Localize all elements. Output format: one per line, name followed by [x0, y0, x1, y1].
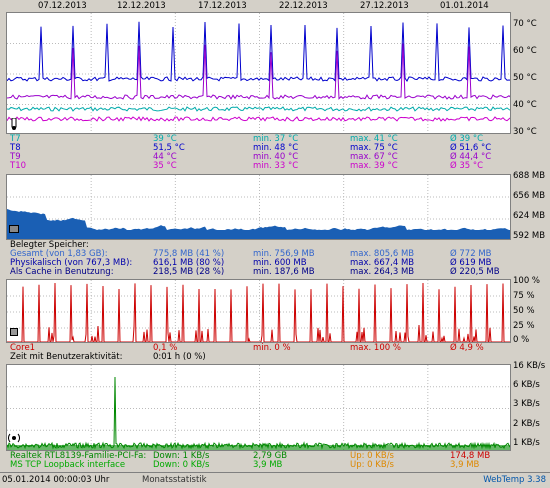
date-label: 01.01.2014 [440, 1, 489, 11]
memory-y-axis: 688 MB 656 MB 624 MB 592 MB [513, 171, 550, 241]
memory-area [7, 208, 510, 239]
tick-label: 75 % [513, 291, 535, 301]
tick-label: 25 % [513, 321, 535, 331]
cpu-y-axis: 100 % 75 % 50 % 25 % 0 % [513, 276, 550, 345]
memory-chip-icon [8, 223, 20, 235]
tick-label: 6 KB/s [513, 380, 540, 390]
tick-label: 3 KB/s [513, 399, 540, 409]
network-plot [6, 364, 511, 451]
tick-label: 50 % [513, 306, 535, 316]
tick-label: 1 KB/s [513, 438, 540, 448]
temp-series-t9 [7, 43, 510, 100]
tick-label: 50 °C [513, 73, 537, 83]
status-mode: Monatsstatistik [142, 475, 207, 485]
date-label: 07.12.2013 [38, 1, 87, 11]
app-version: WebTemp 3.38 [483, 475, 546, 485]
cpu-graph [7, 280, 510, 342]
temperature-graph [7, 13, 510, 133]
tick-label: 592 MB [513, 231, 546, 241]
tick-label: 16 KB/s [513, 361, 546, 371]
tick-label: 688 MB [513, 171, 546, 181]
status-datetime: 05.01.2014 00:00:03 Uhr [2, 475, 110, 485]
tick-label: 0 % [513, 335, 530, 345]
tick-label: 40 °C [513, 100, 537, 110]
tick-label: 100 % [513, 276, 541, 286]
network-icon [8, 432, 20, 444]
memory-graph [7, 175, 510, 239]
temp-series-t7 [7, 106, 510, 112]
date-label: 22.12.2013 [279, 1, 328, 11]
thermometer-icon [8, 117, 20, 130]
tick-label: 60 °C [513, 46, 537, 56]
date-label: 17.12.2013 [198, 1, 247, 11]
tick-label: 70 °C [513, 19, 537, 29]
network-y-axis: 16 KB/s 6 KB/s 3 KB/s 2 KB/s 1 KB/s [513, 361, 550, 451]
tick-label: 656 MB [513, 191, 546, 201]
network-baseline [7, 445, 510, 450]
tick-label: 30 °C [513, 127, 537, 137]
tick-label: 2 KB/s [513, 419, 540, 429]
cpu-icon [8, 326, 20, 338]
status-bar: 05.01.2014 00:00:03 Uhr Monatsstatistik … [0, 472, 550, 488]
temperature-plot [6, 12, 511, 134]
tick-label: 624 MB [513, 211, 546, 221]
memory-heading: Belegter Speicher: [10, 240, 89, 250]
date-label: 27.12.2013 [360, 1, 409, 11]
cpu-plot [6, 279, 511, 343]
temp-series-t8 [7, 21, 510, 82]
date-label: 12.12.2013 [117, 1, 166, 11]
temp-series-t10 [7, 116, 510, 122]
network-graph [7, 365, 510, 450]
memory-plot [6, 174, 511, 240]
temperature-y-axis: 70 °C 60 °C 50 °C 40 °C 30 °C [513, 12, 550, 137]
